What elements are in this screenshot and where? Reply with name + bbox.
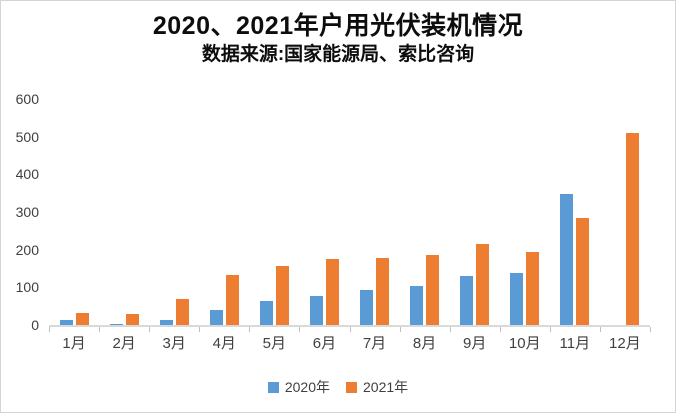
- bar-2020年-9月: [460, 276, 474, 325]
- x-axis-tick: [599, 327, 601, 332]
- bar-2021年-7月: [376, 258, 389, 325]
- x-axis-label-6月: 6月: [312, 335, 337, 352]
- y-axis-tick-label: 500: [15, 128, 39, 145]
- chart-title: 2020、2021年户用光伏装机情况: [152, 12, 524, 40]
- x-axis-tick: [149, 327, 151, 332]
- bar-group-7月: [349, 99, 399, 325]
- bar-2021年-2月: [125, 313, 139, 325]
- y-axis-tick-label: 300: [15, 204, 39, 220]
- bar-2020年-10月: [510, 273, 524, 325]
- x-axis-label-8月: 8月: [412, 335, 437, 352]
- bar-2021年-6月: [325, 259, 339, 325]
- bar-group-12月: [600, 99, 650, 325]
- bar-2020年-5月: [259, 301, 273, 325]
- y-axis: 600 500 400 300 200 100 0: [1, 91, 49, 333]
- bar-group-8月: [400, 99, 450, 325]
- bar-2021年-11月: [576, 218, 590, 325]
- bar-2020年-1月: [59, 319, 73, 325]
- bar-2020年-4月: [209, 309, 223, 325]
- bar-2021年-5月: [275, 265, 289, 325]
- x-axis-tick: [49, 327, 50, 332]
- x-axis-tick: [249, 327, 251, 332]
- plot-column: 1月 2月 3月 4月 5月 6月 7月 8月 9月 10月 11月 12月: [49, 99, 651, 355]
- legend-label: 2020年: [284, 379, 330, 395]
- bar-2020年-11月: [560, 193, 574, 325]
- bar-group-3月: [149, 99, 199, 325]
- x-axis-tick: [299, 327, 301, 332]
- bar-2021年-9月: [476, 244, 490, 325]
- bar-2021年-10月: [526, 252, 540, 325]
- y-axis-tick-label: 0: [31, 317, 39, 333]
- bar-group-9月: [450, 99, 500, 325]
- bar-group-10月: [500, 99, 550, 325]
- bar-2021年-1月: [75, 312, 89, 325]
- bar-2020年-6月: [309, 295, 323, 325]
- x-axis-label-12月: 12月: [609, 335, 641, 352]
- x-axis-label-5月: 5月: [262, 335, 287, 352]
- chart-subtitle: 数据来源:国家能源局、索比咨询: [201, 44, 475, 65]
- x-axis-tick: [549, 327, 551, 332]
- bar-group-6月: [299, 99, 349, 325]
- bar-group-5月: [249, 99, 299, 325]
- y-axis-tick-label: 400: [15, 166, 39, 183]
- x-axis-label-4月: 4月: [212, 335, 236, 352]
- bar-2020年-8月: [410, 286, 424, 325]
- x-axis: 1月 2月 3月 4月 5月 6月 7月 8月 9月 10月 11月 12月: [49, 327, 651, 355]
- x-axis-label-3月: 3月: [162, 335, 186, 352]
- bar-group-1月: [49, 99, 99, 325]
- x-axis-label-9月: 9月: [462, 335, 487, 352]
- x-axis-tick: [99, 327, 101, 332]
- bar-group-11月: [550, 99, 600, 325]
- x-axis-label-2月: 2月: [112, 335, 136, 352]
- x-axis-tick: [399, 327, 401, 332]
- bar-2020年-2月: [109, 323, 123, 325]
- y-axis-tick-label: 200: [15, 241, 39, 258]
- legend-item-2020年: 2020年: [267, 377, 330, 397]
- x-axis-label-10月: 10月: [508, 335, 541, 352]
- x-axis-label-7月: 7月: [362, 335, 387, 352]
- x-axis-tick: [349, 327, 351, 332]
- y-axis-tick-label: 100: [15, 279, 39, 296]
- legend-swatch-icon: [267, 381, 279, 393]
- bar-group-2月: [99, 99, 149, 325]
- bar-2021年-3月: [175, 298, 189, 325]
- x-axis-tick: [199, 327, 201, 332]
- y-axis-tick-label: 600: [15, 91, 39, 107]
- x-axis-tick: [650, 327, 651, 332]
- legend-label: 2021年: [363, 379, 409, 395]
- x-axis-tick: [499, 327, 501, 332]
- x-axis-label-1月: 1月: [62, 335, 86, 352]
- legend-item-2021年: 2021年: [346, 377, 408, 397]
- legend: 2020年 2021年: [1, 377, 675, 397]
- plot-area: [49, 99, 650, 327]
- legend-swatch-icon: [346, 381, 357, 393]
- x-axis-tick: [449, 327, 451, 332]
- bar-2020年-7月: [360, 290, 373, 325]
- plot-row: 600 500 400 300 200 100 0 1月 2月 3月 4月 5月 6月 7月 8月 9月 10…: [1, 91, 675, 355]
- bar-group-4月: [199, 99, 249, 325]
- bar-2021年-12月: [626, 132, 640, 325]
- x-axis-label-11月: 11月: [559, 335, 591, 352]
- bar-2021年-4月: [225, 274, 239, 325]
- bar-2020年-3月: [159, 320, 173, 325]
- bar-2021年-8月: [426, 254, 440, 325]
